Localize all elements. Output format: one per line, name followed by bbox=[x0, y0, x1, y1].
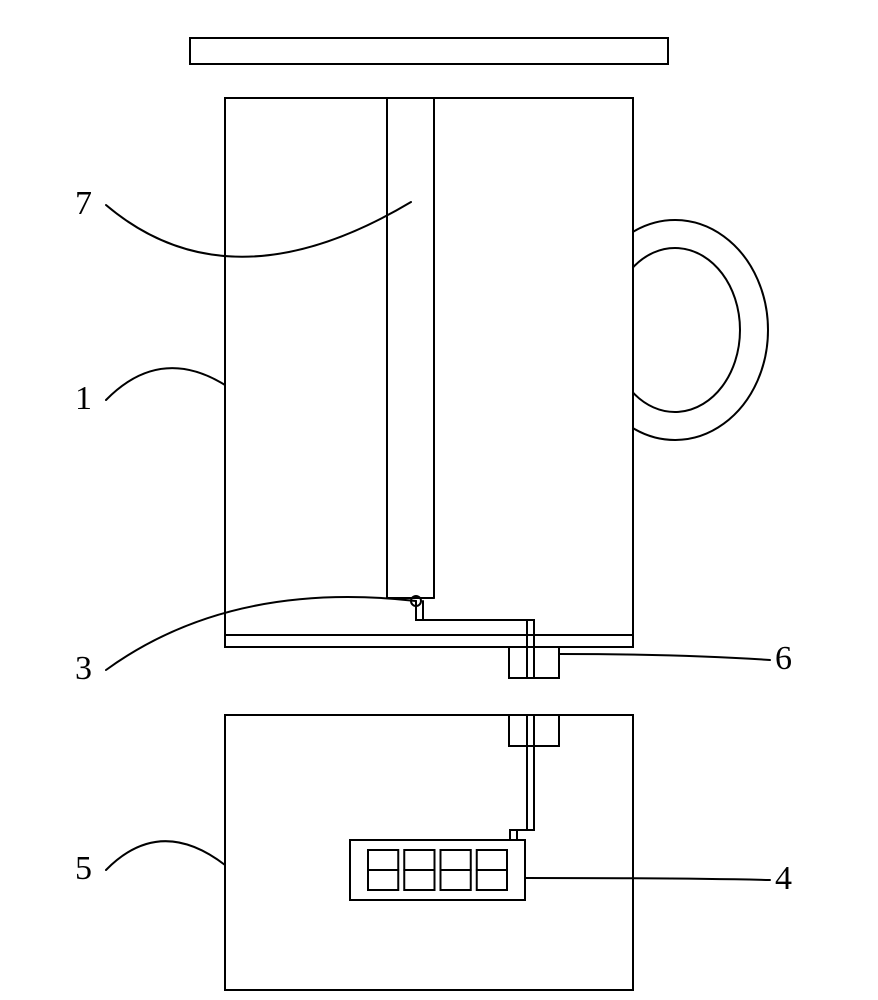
lid bbox=[190, 38, 668, 64]
handle-inner bbox=[633, 248, 740, 412]
leader-l4 bbox=[526, 878, 770, 880]
wire-base bbox=[510, 715, 527, 840]
label-1: 1 bbox=[75, 382, 92, 416]
base-box bbox=[225, 715, 633, 990]
leader-l6 bbox=[559, 654, 770, 660]
wire-cup-b bbox=[423, 601, 534, 678]
technical-drawing bbox=[0, 0, 878, 1000]
leader-l3 bbox=[106, 597, 416, 670]
wire-cup bbox=[416, 601, 527, 678]
label-6: 6 bbox=[775, 642, 792, 676]
label-7: 7 bbox=[75, 187, 92, 221]
leader-l7 bbox=[106, 202, 411, 257]
wire-base-b bbox=[517, 715, 534, 840]
label-5: 5 bbox=[75, 852, 92, 886]
leader-l1 bbox=[106, 368, 225, 400]
leader-l5 bbox=[106, 841, 225, 870]
label-4: 4 bbox=[775, 862, 792, 896]
label-3: 3 bbox=[75, 652, 92, 686]
cup-body bbox=[225, 98, 633, 647]
